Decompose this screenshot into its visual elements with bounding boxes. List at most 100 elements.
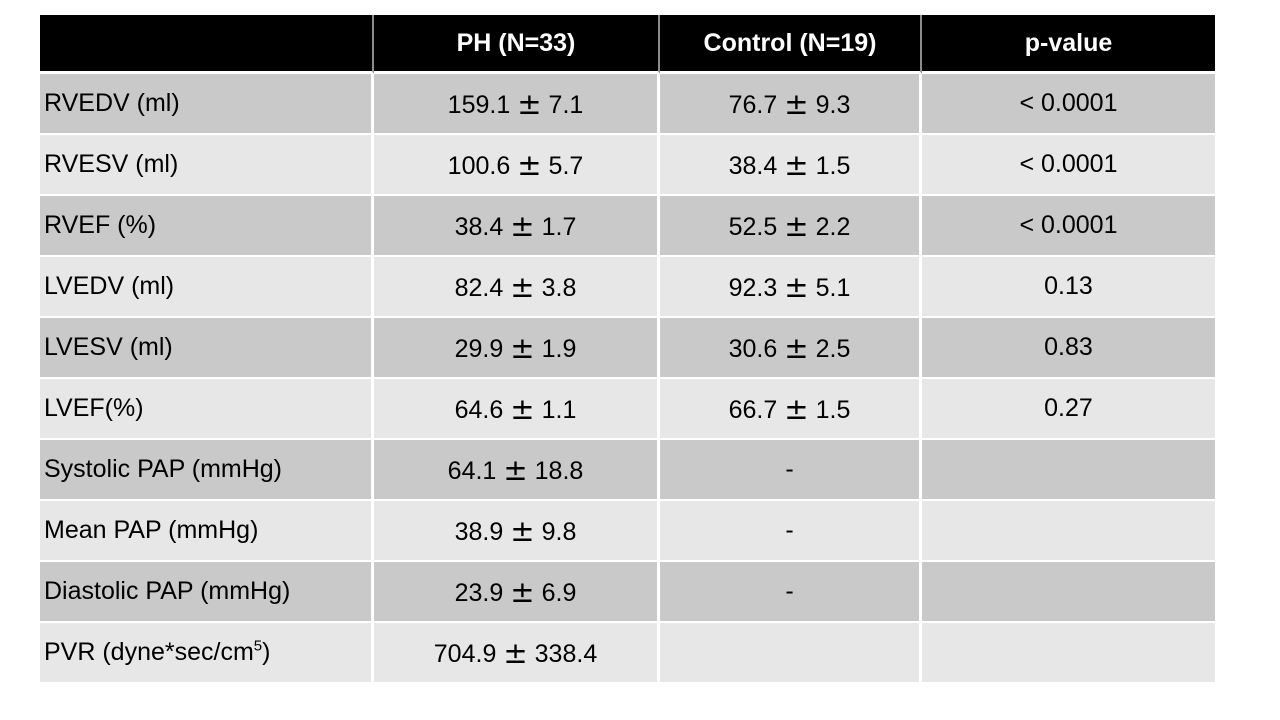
- row-label: RVEDV (ml): [40, 74, 374, 133]
- ph-value-cell: 159.1 ±7.1: [374, 74, 660, 133]
- p-value: < 0.0001: [1019, 89, 1118, 117]
- p-value-cell: [922, 499, 1215, 560]
- ph-sd: 9.8: [541, 517, 577, 546]
- row-label: RVESV (ml): [40, 133, 374, 194]
- header-row: PH (N=33) Control (N=19) p-value: [40, 15, 1215, 74]
- control-sd: 5.1: [815, 273, 851, 302]
- ph-mean: 23.9: [454, 578, 504, 607]
- plus-minus-symbol: ±: [784, 208, 809, 243]
- plus-minus-symbol: ±: [510, 269, 535, 304]
- parameter-name: RVEF (%): [44, 211, 157, 239]
- control-value-cell: 76.7 ±9.3: [660, 74, 922, 133]
- ph-mean: 704.9: [433, 639, 497, 668]
- p-value: 0.83: [1044, 333, 1093, 361]
- ph-sd: 7.1: [548, 90, 584, 119]
- plus-minus-symbol: ±: [784, 86, 809, 121]
- plus-minus-symbol: ±: [784, 269, 809, 304]
- row-label: LVEDV (ml): [40, 255, 374, 316]
- control-value-cell: -: [660, 560, 922, 621]
- p-value-cell: [922, 438, 1215, 499]
- p-value: 0.13: [1044, 272, 1093, 300]
- table-row-mean-pap: Mean PAP (mmHg) 38.9 ±9.8 -: [40, 499, 1215, 560]
- ph-mean: 159.1: [447, 90, 511, 119]
- control-value-cell: 66.7 ±1.5: [660, 377, 922, 438]
- ph-sd: 3.8: [541, 273, 577, 302]
- control-mean: 38.4: [728, 151, 778, 180]
- row-label: LVESV (ml): [40, 316, 374, 377]
- ph-value-cell: 82.4 ±3.8: [374, 255, 660, 316]
- control-value-cell: 38.4 ±1.5: [660, 133, 922, 194]
- ph-sd: 5.7: [548, 151, 584, 180]
- p-value-cell: < 0.0001: [922, 194, 1215, 255]
- parameter-name: RVEDV (ml): [44, 89, 180, 117]
- table-row-systolic-pap: Systolic PAP (mmHg) 64.1 ±18.8 -: [40, 438, 1215, 499]
- ph-mean: 64.6: [454, 395, 504, 424]
- control-mean: 30.6: [728, 334, 778, 363]
- ph-mean: 100.6: [447, 151, 511, 180]
- plus-minus-symbol: ±: [510, 208, 535, 243]
- parameter-name: LVEF(%): [44, 394, 144, 422]
- parameter-name: Mean PAP (mmHg): [44, 516, 259, 544]
- p-value-cell: [922, 560, 1215, 621]
- ph-value-cell: 704.9 ±338.4: [374, 621, 660, 682]
- p-value: < 0.0001: [1019, 150, 1118, 178]
- control-dash: -: [785, 455, 794, 483]
- control-mean: 92.3: [728, 273, 778, 302]
- control-value-cell: 30.6 ±2.5: [660, 316, 922, 377]
- table-body: RVEDV (ml) 159.1 ±7.1 76.7 ±9.3 < 0.0001 R…: [40, 74, 1215, 682]
- ph-value-cell: 38.9 ±9.8: [374, 499, 660, 560]
- parameter-name: Diastolic PAP (mmHg): [44, 577, 291, 605]
- control-mean: 66.7: [728, 395, 778, 424]
- plus-minus-symbol: ±: [510, 391, 535, 426]
- ph-value-cell: 64.6 ±1.1: [374, 377, 660, 438]
- p-value-cell: 0.13: [922, 255, 1215, 316]
- column-header-control-group: Control (N=19): [660, 15, 922, 74]
- parameter-name: PVR (dyne*sec/cm: [44, 638, 254, 666]
- control-sd: 1.5: [815, 151, 851, 180]
- column-header-ph-group: PH (N=33): [374, 15, 660, 74]
- ph-sd: 1.7: [541, 212, 577, 241]
- ph-sd: 6.9: [541, 578, 577, 607]
- ph-sd: 1.9: [541, 334, 577, 363]
- ph-mean: 38.9: [454, 517, 504, 546]
- column-header-p-value: p-value: [922, 15, 1215, 74]
- control-dash: -: [785, 577, 794, 605]
- plus-minus-symbol: ±: [503, 635, 528, 670]
- control-value-cell: -: [660, 499, 922, 560]
- parameter-name-suffix: ): [262, 638, 271, 666]
- table-row-rvesv: RVESV (ml) 100.6 ±5.7 38.4 ±1.5 < 0.0001: [40, 133, 1215, 194]
- control-sd: 1.5: [815, 395, 851, 424]
- p-value-cell: < 0.0001: [922, 133, 1215, 194]
- ph-value-cell: 38.4 ±1.7: [374, 194, 660, 255]
- plus-minus-symbol: ±: [784, 147, 809, 182]
- plus-minus-symbol: ±: [510, 574, 535, 609]
- p-value-cell: 0.27: [922, 377, 1215, 438]
- parameter-name: RVESV (ml): [44, 150, 179, 178]
- table-row-diastolic-pap: Diastolic PAP (mmHg) 23.9 ±6.9 -: [40, 560, 1215, 621]
- ph-value-cell: 100.6 ±5.7: [374, 133, 660, 194]
- control-value-cell: 52.5 ±2.2: [660, 194, 922, 255]
- row-label: LVEF(%): [40, 377, 374, 438]
- row-label: Diastolic PAP (mmHg): [40, 560, 374, 621]
- p-value-cell: < 0.0001: [922, 74, 1215, 133]
- row-label: Mean PAP (mmHg): [40, 499, 374, 560]
- ph-value-cell: 64.1 ±18.8: [374, 438, 660, 499]
- ph-value-cell: 29.9 ±1.9: [374, 316, 660, 377]
- control-mean: 76.7: [728, 90, 778, 119]
- ph-sd: 18.8: [534, 456, 584, 485]
- clinical-parameters-table: PH (N=33) Control (N=19) p-value RVEDV (…: [40, 15, 1215, 682]
- plus-minus-symbol: ±: [517, 86, 542, 121]
- plus-minus-symbol: ±: [510, 513, 535, 548]
- column-header-parameter: [40, 15, 374, 74]
- parameter-name: LVEDV (ml): [44, 272, 175, 300]
- table-row-lvesv: LVESV (ml) 29.9 ±1.9 30.6 ±2.5 0.83: [40, 316, 1215, 377]
- plus-minus-symbol: ±: [503, 452, 528, 487]
- table-row-pvr: PVR (dyne*sec/cm5) 704.9 ±338.4: [40, 621, 1215, 682]
- ph-mean: 64.1: [447, 456, 497, 485]
- parameter-name: Systolic PAP (mmHg): [44, 455, 283, 483]
- plus-minus-symbol: ±: [784, 330, 809, 365]
- ph-mean: 82.4: [454, 273, 504, 302]
- table-row-lvedv: LVEDV (ml) 82.4 ±3.8 92.3 ±5.1 0.13: [40, 255, 1215, 316]
- ph-mean: 29.9: [454, 334, 504, 363]
